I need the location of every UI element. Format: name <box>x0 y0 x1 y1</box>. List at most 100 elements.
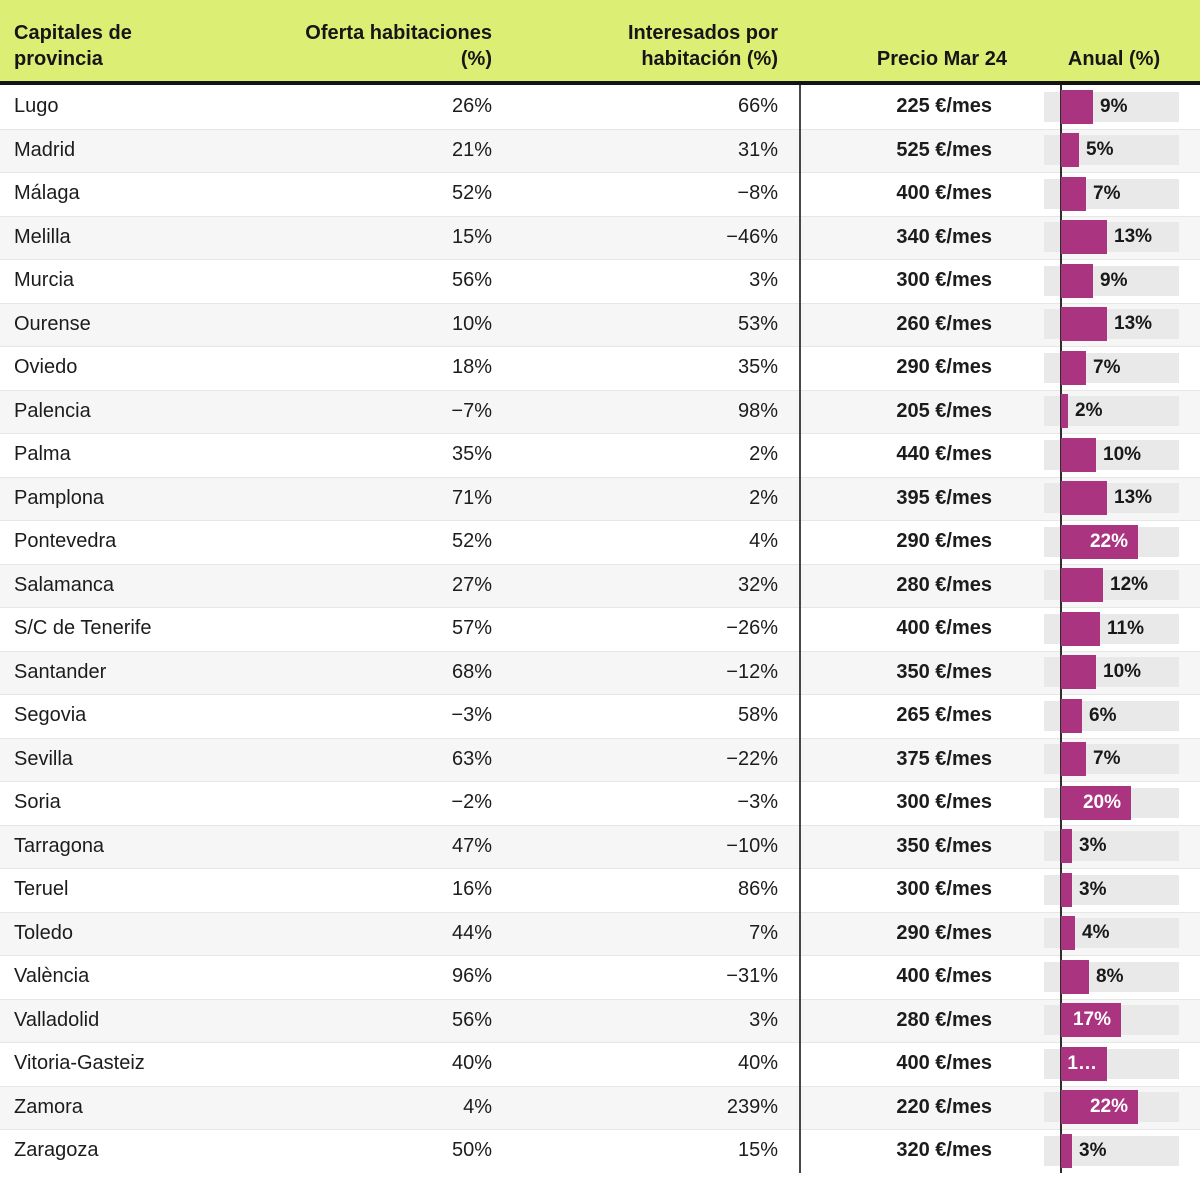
table-row: Santander 68% −12% 350 €/mes 10% <box>0 650 1200 694</box>
cell-capital: Tarragona <box>14 834 105 857</box>
cell-capital: Sevilla <box>14 747 73 770</box>
anual-bar <box>1061 1046 1107 1081</box>
anual-bar-label: 2% <box>1075 400 1103 422</box>
bar-zero-axis-line <box>1060 85 1062 1173</box>
anual-bar <box>1061 350 1086 385</box>
cell-interesados: −46% <box>726 225 778 248</box>
header-cell-anual: Anual (%) <box>1010 46 1200 81</box>
cell-anual-chart: 6% <box>1010 694 1200 738</box>
anual-bar-label: 13% <box>1114 226 1153 248</box>
anual-bar-label: 3% <box>1079 878 1107 900</box>
cell-interesados: 2% <box>749 443 778 466</box>
header-label: Precio Mar 24 <box>876 48 1007 70</box>
cell-interesados: 4% <box>749 530 778 553</box>
table-header: Capitales de provincia Oferta habitacion… <box>0 0 1200 85</box>
cell-oferta: 15% <box>451 225 492 248</box>
cell-capital: Zamora <box>14 1095 83 1118</box>
cell-interesados: 31% <box>737 138 778 161</box>
cell-anual-chart: 2% <box>1010 390 1200 434</box>
cell-anual-chart: 3% <box>1010 1129 1200 1173</box>
header-label: Oferta habitaciones (%) <box>305 22 492 70</box>
table-body: Lugo 26% 66% 225 €/mes 9% Madrid 21% 31% 525 €/m… <box>0 85 1200 1173</box>
cell-anual-chart: 12% <box>1010 564 1200 608</box>
cell-precio: 400 €/mes <box>896 617 992 640</box>
cell-interesados: 66% <box>737 95 778 118</box>
cell-anual-chart: 17% <box>1010 999 1200 1043</box>
anual-bar-label: 22% <box>1089 530 1128 552</box>
anual-bar-label: 4% <box>1082 922 1110 944</box>
cell-capital: Teruel <box>14 878 69 901</box>
anual-bar <box>1061 611 1100 646</box>
cell-anual-chart: 1… <box>1010 1042 1200 1086</box>
anual-bar <box>1061 655 1096 690</box>
anual-bar <box>1061 829 1072 864</box>
anual-bar-label: 12% <box>1110 574 1149 596</box>
cell-capital: Pamplona <box>14 486 105 509</box>
cell-precio: 265 €/mes <box>896 704 992 727</box>
cell-capital: Pontevedra <box>14 530 117 553</box>
cell-oferta: −7% <box>451 399 492 422</box>
anual-bar-label: 9% <box>1100 95 1128 117</box>
anual-bar-label: 11% <box>1107 617 1144 639</box>
anual-bar <box>1061 568 1103 603</box>
anual-bar-label: 20% <box>1082 791 1121 813</box>
cell-interesados: 15% <box>737 1139 778 1162</box>
cell-precio: 525 €/mes <box>896 138 992 161</box>
cell-precio: 205 €/mes <box>896 399 992 422</box>
cell-oferta: 40% <box>451 1052 492 1075</box>
cell-interesados: 58% <box>737 704 778 727</box>
anual-bar-label: 22% <box>1089 1096 1128 1118</box>
cell-anual-chart: 4% <box>1010 912 1200 956</box>
cell-oferta: 56% <box>451 269 492 292</box>
cell-interesados: 3% <box>749 269 778 292</box>
anual-bar-label: 13% <box>1114 487 1153 509</box>
cell-anual-chart: 13% <box>1010 477 1200 521</box>
cell-precio: 440 €/mes <box>896 443 992 466</box>
cell-capital: Oviedo <box>14 356 78 379</box>
cell-capital: S/C de Tenerife <box>14 617 152 640</box>
anual-bar-label: 17% <box>1072 1009 1111 1031</box>
anual-bar-label: 7% <box>1093 356 1121 378</box>
cell-interesados: 2% <box>749 486 778 509</box>
cell-oferta: 52% <box>451 530 492 553</box>
cell-anual-chart: 3% <box>1010 868 1200 912</box>
anual-bar-label: 10% <box>1103 443 1142 465</box>
cell-precio: 300 €/mes <box>896 878 992 901</box>
cell-oferta: 26% <box>451 95 492 118</box>
anual-bar <box>1061 1003 1121 1038</box>
table-row: Pamplona 71% 2% 395 €/mes 13% <box>0 476 1200 521</box>
cell-capital: Palencia <box>14 399 91 422</box>
table-row: Palencia −7% 98% 205 €/mes 2% <box>0 389 1200 434</box>
header-label: Interesados por habitación (%) <box>627 22 778 70</box>
anual-bar-label: 6% <box>1089 704 1117 726</box>
anual-bar-label: 13% <box>1114 313 1153 335</box>
anual-bar-label: 10% <box>1103 661 1142 683</box>
cell-anual-chart: 13% <box>1010 303 1200 347</box>
header-label: Anual (%) <box>1067 48 1161 70</box>
cell-oferta: 21% <box>451 138 492 161</box>
cell-precio: 300 €/mes <box>896 791 992 814</box>
anual-bar <box>1061 220 1107 255</box>
table-row: Murcia 56% 3% 300 €/mes 9% <box>0 259 1200 303</box>
cell-capital: Murcia <box>14 269 75 292</box>
cell-anual-chart: 10% <box>1010 433 1200 477</box>
cell-anual-chart: 20% <box>1010 781 1200 825</box>
table-row: Zaragoza 50% 15% 320 €/mes 3% <box>0 1129 1200 1173</box>
anual-bar <box>1061 89 1093 124</box>
cell-oferta: 4% <box>463 1095 492 1118</box>
anual-bar-label: 1… <box>1067 1052 1097 1074</box>
table-row: Lugo 26% 66% 225 €/mes 9% <box>0 85 1200 129</box>
anual-bar-label: 8% <box>1096 965 1124 987</box>
cell-precio: 375 €/mes <box>896 747 992 770</box>
table-row: Vitoria-Gasteiz 40% 40% 400 €/mes 1… <box>0 1042 1200 1086</box>
cell-oferta: 71% <box>451 486 492 509</box>
anual-bar <box>1061 959 1089 994</box>
table-row: Pontevedra 52% 4% 290 €/mes 22% <box>0 520 1200 564</box>
cell-capital: Palma <box>14 443 71 466</box>
cell-oferta: 44% <box>451 921 492 944</box>
table-row: Salamanca 27% 32% 280 €/mes 12% <box>0 563 1200 608</box>
cell-oferta: 96% <box>451 965 492 988</box>
table-row: Zamora 4% 239% 220 €/mes 22% <box>0 1085 1200 1130</box>
table-row: S/C de Tenerife 57% −26% 400 €/mes 11% <box>0 607 1200 651</box>
cell-anual-chart: 22% <box>1010 1086 1200 1130</box>
